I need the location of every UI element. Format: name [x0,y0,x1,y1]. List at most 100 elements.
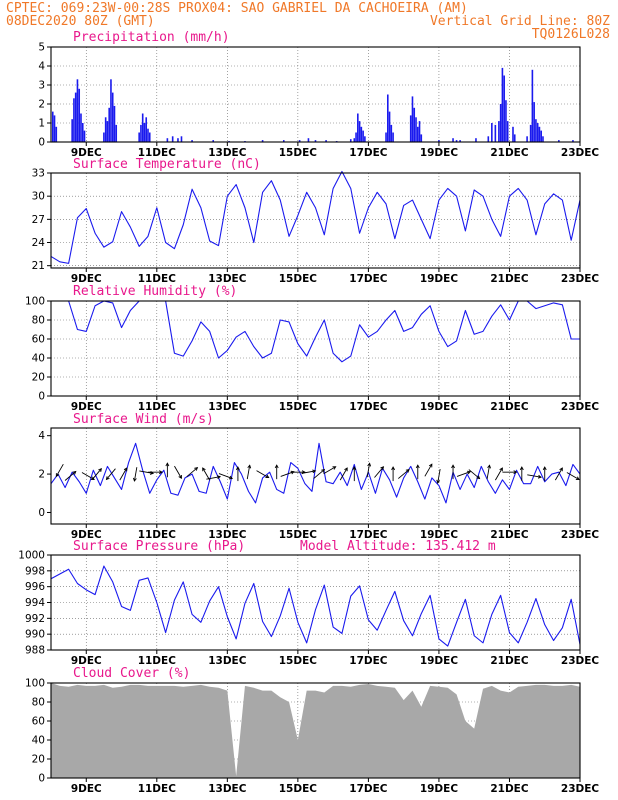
y-tick-label: 60 [32,334,45,346]
x-tick-label: 23DEC [561,401,600,413]
wind-arrow [301,469,317,474]
y-tick-label: 992 [25,613,45,625]
wind-arrow [486,464,491,480]
wind-arrow-head [235,466,240,471]
x-tick-label: 13DEC [208,147,247,159]
wind-arrow [554,467,563,481]
wind-arrow-head [405,468,410,473]
precip-bar [531,69,534,142]
cloud-cover-area [51,683,580,778]
cloud-title: Cloud Cover (%) [73,666,190,681]
precip-bar [533,102,535,142]
precip-bar [55,126,58,142]
wind-arrow-head [451,464,455,469]
wind-arrow-head [247,464,252,469]
wind-arrow-head [367,462,372,467]
x-tick-label: 13DEC [208,655,247,667]
wind-arrow [235,466,240,482]
precip-bar [147,128,149,142]
wind-arrow-head [321,468,326,473]
wind-arrow-head [290,470,295,475]
wind-arrow-head [123,467,128,472]
x-tick-label: 15DEC [279,529,318,541]
wind-arrow-shaft [133,467,138,482]
x-tick-label: 21DEC [490,655,529,667]
y-tick-label: 0 [38,391,45,403]
wind-arrow-shaft [55,463,64,477]
precip-bar [459,140,461,142]
x-tick-label: 19DEC [420,783,459,795]
precip-bar [487,136,490,142]
x-tick-label: 9DEC [71,273,102,285]
wind-arrow [519,466,524,482]
wind-arrow-head [499,467,503,472]
wind-arrow-shaft [119,467,128,481]
wind-arrow [81,472,95,480]
precip-bar [325,140,327,142]
wind-arrow-shaft [366,463,371,478]
y-tick-label: 40 [32,353,45,365]
precip-bar [411,96,414,142]
wind-arrow-shaft [374,466,384,478]
y-tick-label: 0 [38,773,45,785]
precip-bar [455,140,458,142]
model-altitude-label: Model Altitude: 135.412 m [300,539,496,554]
wind-arrow [494,467,503,481]
y-tick-label: 27 [32,214,45,226]
y-tick-label: 0 [38,137,45,149]
x-tick-label: 23DEC [561,655,600,667]
precip-bar [298,140,301,142]
precip-bar [104,117,107,142]
precip-bar [282,140,285,142]
precip-bar [314,140,317,142]
wind-arrow-head [98,467,102,472]
wind-arrow [165,462,170,478]
x-tick-label: 15DEC [279,783,318,795]
wind-arrow-shaft [494,467,503,481]
wind-arrow [148,470,163,475]
wind-arrow [468,469,481,480]
precip-bar [191,140,193,142]
wind-arrow-head [487,464,491,469]
wind-arrow [139,470,155,475]
cloud-frame [50,682,581,779]
x-tick-label: 9DEC [71,401,102,413]
precip-bar [506,121,509,142]
x-tick-label: 23DEC [561,783,600,795]
wind-arrow-head [105,476,110,481]
x-tick-label: 13DEC [208,783,247,795]
precip-bar [536,123,539,142]
wind-arrow-shaft [174,465,182,479]
header-run-time: 08DEC2020 80Z (GMT) [6,14,155,29]
precip-title: Precipitation (mm/h) [73,30,230,45]
precip-bar [538,126,541,142]
wind-arrow-head [537,474,542,479]
precip-bar [513,134,516,142]
precip-bar [53,115,56,142]
x-tick-label: 11DEC [138,401,177,413]
wind-arrow-head [476,475,481,480]
precip-bar [113,105,116,142]
y-tick-label: 0 [38,507,45,519]
wind-arrow-head [391,466,396,471]
precip-bar [261,140,264,142]
wind-arrow [456,470,472,477]
precip-panel: 0 1 2 3 4 5 9DEC 11DEC 13DEC 15DEC 17DEC 19DEC 21DEC… [38,30,599,159]
wind-arrow-shaft [339,467,348,481]
x-tick-label: 21DEC [490,273,529,285]
precip-bar [115,124,118,142]
precip-bar [140,124,142,142]
wind-arrow-head [312,469,317,474]
x-tick-label: 19DEC [420,401,459,413]
y-tick-label: 100 [25,678,45,690]
wind-arrow-head [332,466,337,470]
precip-bar [71,119,73,142]
y-tick-label: 33 [32,168,45,180]
y-tick-label: 3 [38,80,45,92]
precip-bar [362,130,364,142]
precip-bar [438,140,440,142]
wind-arrow-head [194,467,199,471]
x-tick-label: 17DEC [349,783,388,795]
precip-bar [526,136,528,142]
wind-arrow [323,466,337,475]
